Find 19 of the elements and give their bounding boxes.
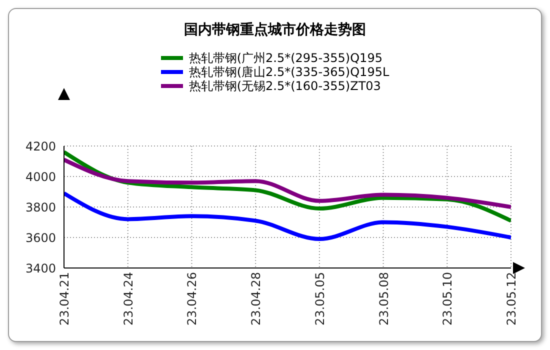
x-tick-label: 23.05.08 [376, 272, 391, 326]
y-tick-label: 3600 [25, 230, 56, 245]
x-tick-label: 23.04.26 [185, 272, 200, 326]
legend-label: 热轧带钢(无锡2.5*(160-355)ZT03 [188, 78, 381, 94]
x-tick-label: 23.04.21 [58, 272, 72, 326]
line-series [64, 158, 511, 209]
y-tick-label: 3400 [25, 261, 56, 276]
x-tick-label: 23.04.24 [121, 272, 136, 326]
x-tick-label: 23.05.10 [440, 272, 455, 326]
x-tick-label: 23.04.28 [249, 272, 264, 326]
y-tick-label: 4200 [25, 139, 56, 154]
legend-label: 热轧带钢(唐山2.5*(335-365)Q195L [188, 64, 390, 80]
x-tick-label: 23.05.12 [504, 272, 519, 326]
line-series [64, 191, 511, 242]
y-tick-label: 4000 [25, 170, 56, 184]
x-tick-label: 23.05.05 [312, 272, 327, 326]
chart-title: 国内带钢重点城市价格走势图 [183, 21, 367, 39]
legend-label: 热轧带钢(广州2.5*(295-355)Q195 [188, 50, 382, 66]
y-tick-label: 3800 [25, 200, 56, 214]
